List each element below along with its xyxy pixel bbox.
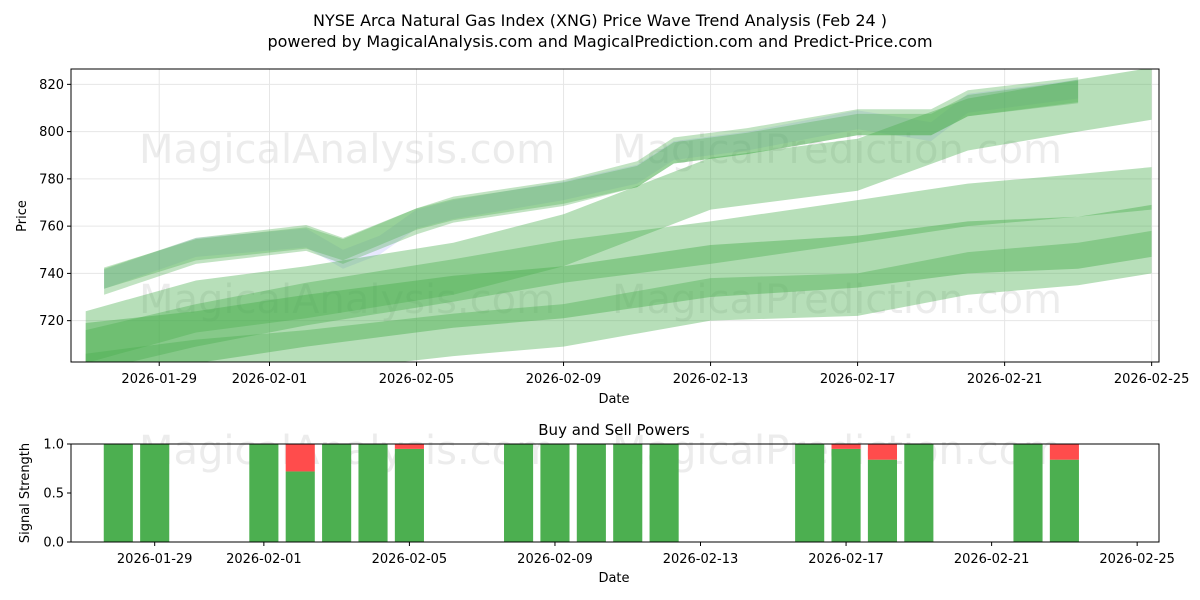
chart-title-line1: NYSE Arca Natural Gas Index (XNG) Price … (313, 11, 887, 30)
buy-bar (394, 448, 424, 542)
price-x-ticks: 2026-01-29 2026-02-01 2026-02-05 2026-02-09… (121, 362, 1189, 387)
price-y-tick-label: 800 (39, 125, 64, 140)
signal-x-ticks: 2026-01-29 2026-02-01 2026-02-05 2026-02-09… (117, 542, 1175, 567)
buy-bar (576, 444, 606, 542)
trend-band-green-2 (85, 167, 1152, 362)
sell-bar (867, 444, 898, 460)
watermark-analysis-top-1: MagicalAnalysis.com (139, 127, 555, 173)
buy-bar (831, 448, 861, 542)
price-x-tick-label: 2026-02-13 (673, 372, 749, 387)
price-bands (85, 69, 1152, 362)
chart-title-line2: powered by MagicalAnalysis.com and Magic… (267, 32, 932, 51)
buy-bar (649, 444, 679, 542)
signal-x-tick-label: 2026-02-17 (808, 552, 884, 567)
buy-bar (867, 459, 898, 542)
trend-band-green-4 (85, 230, 1152, 362)
price-band-green-1 (104, 77, 1079, 295)
price-x-tick-label: 2026-02-17 (820, 372, 896, 387)
price-x-tick-label: 2026-01-29 (121, 372, 197, 387)
buy-bar (1049, 459, 1079, 542)
price-band-green-2 (104, 80, 1079, 289)
sell-bar (831, 444, 861, 449)
buy-bar (613, 444, 643, 542)
price-x-tick-label: 2026-02-25 (1114, 372, 1190, 387)
trend-band-green-1 (85, 69, 1152, 362)
price-y-tick-label: 760 (39, 220, 64, 235)
signal-y-axis-label: Signal Strength (18, 443, 33, 543)
signal-x-axis-label: Date (598, 571, 629, 586)
signal-y-ticks: 0.0 0.5 1.0 (43, 438, 71, 551)
signal-x-tick-label: 2026-02-25 (1099, 552, 1175, 567)
sell-bar (1049, 444, 1079, 460)
price-x-tick-label: 2026-02-01 (232, 372, 308, 387)
buy-bar (322, 444, 352, 542)
watermark-analysis-top-2: MagicalAnalysis.com (139, 277, 555, 323)
price-y-tick-label: 780 (39, 172, 64, 187)
signal-x-tick-label: 2026-02-09 (517, 552, 593, 567)
price-panel-frame (70, 68, 1160, 363)
price-y-axis-label: Price (15, 200, 30, 232)
buy-bar (504, 444, 534, 542)
buy-bar (358, 444, 388, 542)
buy-bar (795, 444, 825, 542)
buy-bar (1013, 444, 1043, 542)
signal-x-tick-label: 2026-02-01 (226, 552, 302, 567)
watermark-prediction-top-2: MagicalPrediction.com (612, 277, 1062, 323)
price-x-tick-label: 2026-02-05 (379, 372, 455, 387)
buy-bar (540, 444, 570, 542)
signal-x-tick-label: 2026-02-05 (372, 552, 448, 567)
trend-band-green-3 (85, 204, 1152, 362)
sell-bar (285, 444, 315, 472)
price-panel: MagicalAnalysis.com MagicalPrediction.co… (15, 68, 1189, 407)
price-gridlines (71, 69, 1159, 362)
price-x-axis-label: Date (598, 392, 629, 407)
price-panel-background (71, 69, 1159, 362)
signal-y-tick-label: 0.5 (43, 487, 64, 502)
signal-x-tick-label: 2026-02-13 (663, 552, 739, 567)
buy-bar (103, 444, 133, 542)
price-x-tick-label: 2026-02-09 (526, 372, 602, 387)
sell-bar (394, 444, 424, 449)
price-band-blue (104, 79, 1079, 289)
signal-x-tick-label: 2026-01-29 (117, 552, 193, 567)
buy-bar (140, 444, 170, 542)
price-x-tick-label: 2026-02-21 (967, 372, 1043, 387)
buy-bar (285, 471, 315, 542)
price-y-ticks: 720 740 760 780 800 820 (39, 78, 71, 329)
signal-panel: Buy and Sell Powers MagicalAnalysis.com … (18, 421, 1175, 586)
buy-bar (249, 444, 279, 542)
signal-y-tick-label: 0.0 (43, 536, 64, 551)
price-y-tick-label: 820 (39, 78, 64, 93)
price-y-tick-label: 740 (39, 267, 64, 282)
signal-y-tick-label: 1.0 (43, 438, 64, 453)
signal-bars (103, 444, 1079, 542)
watermark-prediction-top-1: MagicalPrediction.com (612, 127, 1062, 173)
price-y-tick-label: 720 (39, 314, 64, 329)
signal-panel-title: Buy and Sell Powers (538, 421, 690, 439)
signal-x-tick-label: 2026-02-21 (954, 552, 1030, 567)
buy-bar (904, 444, 934, 542)
